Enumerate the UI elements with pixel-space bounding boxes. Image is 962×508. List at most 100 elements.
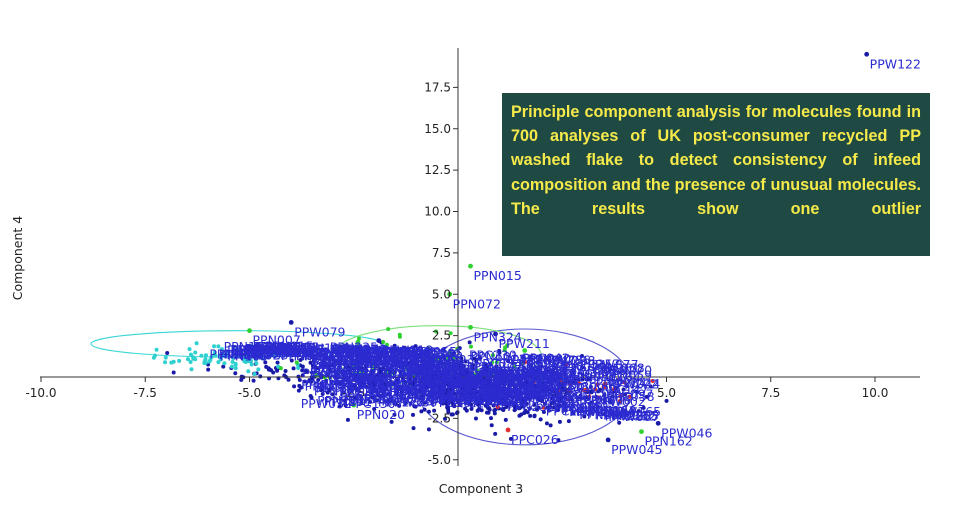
point-label-background: PPC123 <box>357 353 405 368</box>
data-point <box>382 386 387 391</box>
data-point <box>352 370 357 375</box>
data-point <box>427 368 432 373</box>
data-point <box>471 390 476 395</box>
data-point <box>590 400 595 405</box>
data-point <box>519 400 524 405</box>
data-point <box>480 385 485 390</box>
point-label-background: PPN230 <box>275 346 323 361</box>
point-label-background: PPC181 <box>432 380 480 395</box>
data-point <box>314 354 319 359</box>
point-label-background: PPW164 <box>590 370 641 385</box>
data-point <box>422 373 427 378</box>
point-label-ppn047: PPN047 <box>528 353 576 368</box>
point-label-background: PPN194 <box>369 384 417 399</box>
data-point <box>419 393 424 398</box>
data-point <box>519 412 524 417</box>
point-label-background: PPN090 <box>523 351 571 366</box>
data-point <box>224 352 229 357</box>
point-label-background: PPN163 <box>588 403 636 418</box>
data-point <box>540 376 545 381</box>
data-point <box>398 384 403 389</box>
point-label-background: PPC077 <box>443 368 491 383</box>
point-label-background: PPN231 <box>354 353 402 368</box>
data-point <box>541 409 546 414</box>
point-label-background: PPN222 <box>254 343 302 358</box>
point-label-background: PPC179 <box>495 351 543 366</box>
point-label-background: PPN185 <box>400 345 448 360</box>
data-point <box>245 352 250 357</box>
point-label-background: PPC166 <box>369 383 417 398</box>
data-point <box>511 381 516 386</box>
data-point <box>552 399 557 404</box>
data-point <box>383 355 388 360</box>
point-label-background: PPN131 <box>383 354 431 369</box>
point-label-background: PPN015 <box>496 364 544 379</box>
data-point <box>394 389 399 394</box>
data-point <box>566 389 571 394</box>
y-tick-label: 5.0 <box>432 287 451 301</box>
data-point <box>218 357 223 362</box>
point-label-background: PPC139 <box>305 379 353 394</box>
data-point <box>419 409 424 414</box>
point-label-background: PPC267 <box>523 385 571 400</box>
data-point <box>579 354 584 359</box>
point-label-background: PPN138 <box>403 365 451 380</box>
point-label-background: PPW072 <box>555 359 606 374</box>
point-label-ppc007: PPC007 <box>569 366 617 381</box>
point-label-background: PPC139 <box>357 384 405 399</box>
data-point <box>300 373 305 378</box>
point-label-background: PPN155 <box>224 339 272 354</box>
point-label-background: PPN263 <box>374 378 422 393</box>
point-label-background: PPN279 <box>315 345 363 360</box>
data-point <box>582 388 587 393</box>
data-point <box>231 345 236 350</box>
point-label-background: PPN203 <box>415 381 463 396</box>
point-label-background: PPN292 <box>461 376 509 391</box>
point-ppw046 <box>655 420 661 426</box>
data-point <box>664 398 669 403</box>
point-label-background: PPW132 <box>478 383 529 398</box>
point-label-background: PPN105 <box>220 348 268 363</box>
data-point <box>410 412 415 417</box>
data-point <box>413 344 418 349</box>
point-label-background: PPW241 <box>349 381 400 396</box>
point-ppw122 <box>864 51 870 57</box>
data-point <box>356 336 361 341</box>
data-point <box>485 372 490 377</box>
point-label-background: PPC077 <box>338 353 386 368</box>
data-point <box>504 403 509 408</box>
point-label-background: PPN071 <box>245 341 293 356</box>
data-point <box>595 395 600 400</box>
data-point <box>566 419 571 424</box>
point-label-background: PPN172 <box>270 343 318 358</box>
point-label-background: PPN237 <box>244 342 292 357</box>
data-point <box>468 344 473 349</box>
data-point <box>527 355 532 360</box>
data-point <box>387 392 392 397</box>
data-point <box>189 367 194 372</box>
data-point <box>377 372 382 377</box>
data-point <box>269 349 274 354</box>
data-point <box>402 345 407 350</box>
point-label-background: PPC152 <box>316 381 364 396</box>
data-point <box>457 365 462 370</box>
data-point <box>501 408 506 413</box>
data-point <box>500 368 505 373</box>
point-label-background: PPN057 <box>257 342 305 357</box>
point-label-background: PPC015 <box>427 363 475 378</box>
data-point <box>541 405 546 410</box>
point-label-background: PPN024 <box>331 342 379 357</box>
data-point <box>425 353 430 358</box>
point-label-background: PPW180 <box>386 395 437 410</box>
data-point <box>151 355 156 360</box>
data-point <box>501 386 506 391</box>
point-label-background: PPW295 <box>481 388 532 403</box>
data-point <box>330 392 335 397</box>
data-point <box>309 370 314 375</box>
data-point <box>361 366 366 371</box>
data-point <box>546 369 551 374</box>
data-point <box>297 383 302 388</box>
point-label-background: PPN239 <box>230 342 278 357</box>
point-label-background: PPN061 <box>254 340 302 355</box>
data-point <box>487 377 492 382</box>
